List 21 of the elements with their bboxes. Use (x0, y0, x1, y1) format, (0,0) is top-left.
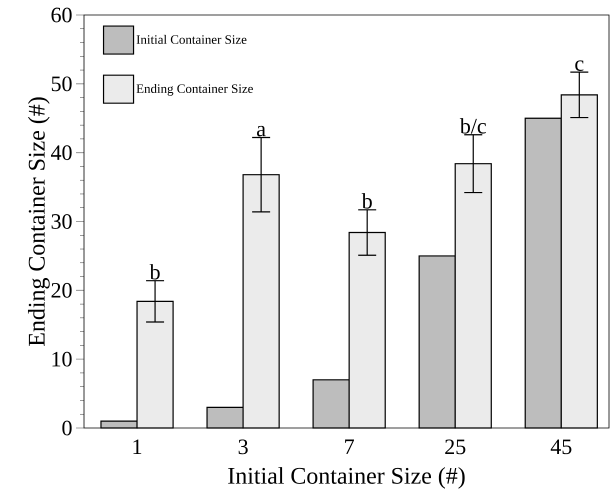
y-tick-label: 0 (62, 420, 72, 436)
y-tick-label: 50 (52, 76, 72, 92)
x-tick-label: 3 (238, 439, 248, 454)
x-tick-label: 25 (445, 439, 466, 454)
y-tick-label: 30 (52, 214, 72, 229)
y-axis-title: Ending Container Size (#) (28, 97, 50, 346)
annotation: b (362, 193, 372, 209)
x-axis-title: Initial Container Size (#) (228, 467, 465, 489)
y-tick-label: 40 (50, 145, 72, 160)
legend-label: Ending Container Size (136, 84, 253, 96)
annotation: c (575, 60, 584, 71)
annotation: a (257, 126, 266, 136)
annotation: b (150, 264, 160, 280)
x-tick-label: 7 (345, 439, 354, 454)
x-tick-label: 45 (550, 439, 572, 454)
annotation: b/c (460, 118, 486, 134)
y-tick-label: 20 (52, 282, 72, 298)
y-tick-label: 10 (52, 352, 72, 367)
x-tick-label: 1 (133, 439, 142, 454)
y-tick-label: 60 (52, 8, 72, 22)
legend-label: Initial Container Size (136, 34, 246, 44)
